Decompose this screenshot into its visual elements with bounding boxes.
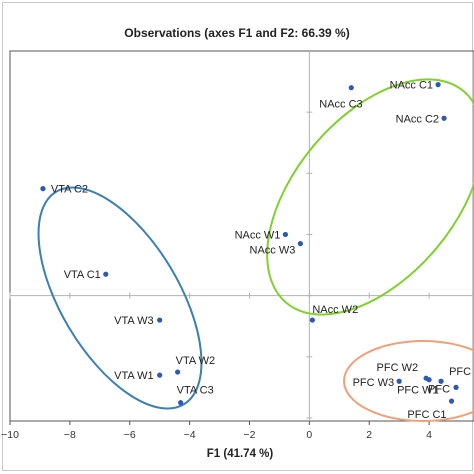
group-ellipse-pfc: [343, 340, 474, 422]
ticks-layer: −10 −8 −6 −4 −2 0 2 4: [1, 111, 432, 441]
data-point-label: PFC W1: [397, 385, 439, 397]
plot-area-border: [9, 50, 474, 422]
data-point: [453, 384, 459, 390]
data-point: [309, 317, 315, 323]
x-tick-label: 0: [306, 429, 312, 441]
data-point-label: NAcc W2: [312, 304, 358, 316]
data-point-label: NAcc C2: [396, 113, 439, 125]
data-point: [348, 85, 354, 91]
x-tick-label: 4: [426, 429, 432, 441]
data-point-label: PFC: [449, 366, 471, 378]
data-point-label: NAcc C3: [319, 99, 362, 111]
x-tick-label: −2: [243, 429, 255, 441]
data-point-label: PFC W3: [353, 377, 395, 389]
data-point: [426, 377, 432, 383]
x-tick-label: −6: [124, 429, 136, 441]
x-tick-label: −10: [1, 429, 19, 441]
data-point: [441, 115, 447, 121]
data-point: [157, 317, 163, 323]
data-point-label: NAcc W3: [250, 245, 296, 257]
data-point: [396, 378, 402, 384]
data-point-label: PFC W2: [377, 362, 419, 374]
data-point: [157, 372, 163, 378]
group-ellipse-nacc: [266, 78, 474, 316]
x-tick-label: 2: [366, 429, 372, 441]
data-point: [438, 378, 444, 384]
data-point-label: PFC C1: [407, 409, 446, 421]
points-layer: VTA C2 VTA C1 VTA W3 VTA W1 VTA W2 VTA C3 NAcc…: [40, 80, 471, 421]
data-point-label: VTA C2: [51, 184, 88, 196]
data-point: [178, 400, 184, 406]
data-point-label: VTA W3: [114, 315, 154, 327]
data-point-label: NAcc W1: [235, 229, 281, 241]
x-tick-label: −8: [64, 429, 76, 441]
data-point: [175, 369, 181, 375]
group-ellipse-vta: [37, 186, 203, 410]
data-point-label: PFC: [428, 383, 450, 395]
data-point: [282, 231, 289, 238]
data-point: [297, 241, 303, 247]
ellipses-layer: [37, 78, 474, 422]
data-point: [40, 186, 46, 192]
chart-title: Observations (axes F1 and F2: 66.39 %): [124, 26, 349, 40]
data-point: [435, 82, 441, 88]
data-point-label: VTA W1: [114, 370, 154, 382]
data-point-label: NAcc C1: [390, 80, 433, 92]
data-point-label: VTA W2: [176, 355, 216, 367]
x-axis-label: F1 (41.74 %): [207, 448, 274, 460]
data-point: [103, 271, 109, 277]
data-point: [448, 398, 455, 404]
data-point-label: VTA C1: [64, 269, 101, 281]
data-point-label: VTA C3: [177, 385, 214, 397]
x-tick-label: −4: [184, 429, 196, 441]
